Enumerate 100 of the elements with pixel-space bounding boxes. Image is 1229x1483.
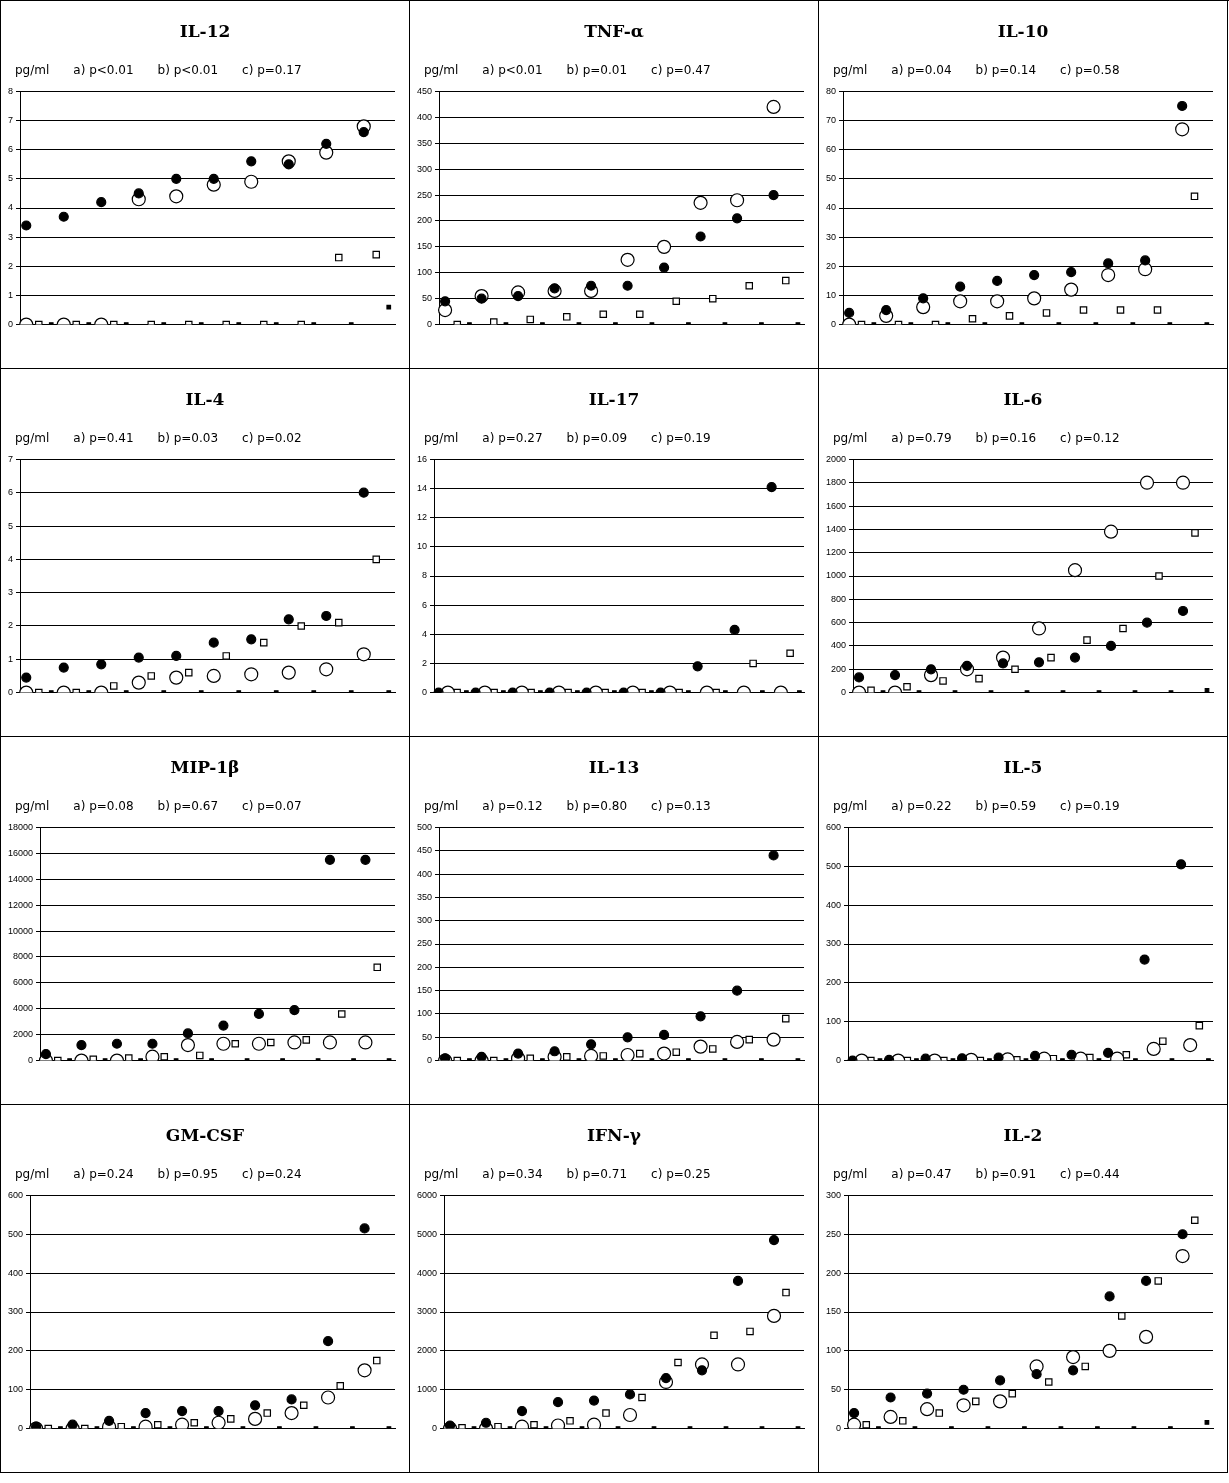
y-tick-label: 10000 bbox=[8, 925, 34, 936]
text: c) p=0.25 bbox=[651, 1167, 711, 1183]
text: c) p=0.24 bbox=[242, 1167, 302, 1183]
y-tick-label: 70 bbox=[826, 115, 837, 126]
y-tick-label: 5 bbox=[7, 173, 14, 184]
y-tick-label: 6 bbox=[422, 599, 428, 610]
y-tick-label: 5000 bbox=[416, 1228, 438, 1239]
y-tick-label: 300 bbox=[7, 1306, 24, 1317]
y-axis-title: pg/ml bbox=[15, 431, 50, 447]
chart-title: IFN-γ bbox=[586, 1125, 642, 1147]
y-tick-label: 0 bbox=[841, 687, 847, 698]
y-tick-label: 100 bbox=[7, 1384, 24, 1395]
y-tick-label: 1 bbox=[7, 289, 14, 300]
y-tick-label: 0 bbox=[831, 319, 837, 330]
chart-title: IL-12 bbox=[178, 21, 232, 43]
y-tick-label: 6 bbox=[7, 487, 14, 498]
y-tick-label: 250 bbox=[416, 189, 433, 200]
y-tick-label: 400 bbox=[416, 111, 433, 122]
y-tick-label: 14 bbox=[417, 483, 428, 494]
y-tick-label: 0 bbox=[836, 1423, 842, 1434]
y-tick-label: 6 bbox=[7, 144, 14, 155]
y-tick-label: 1800 bbox=[825, 477, 847, 488]
text: a) p=0.79 bbox=[891, 431, 952, 447]
y-tick-label: 16 bbox=[417, 453, 428, 464]
y-tick-label: 250 bbox=[416, 938, 433, 949]
text: c) p=0.12 bbox=[1060, 431, 1120, 447]
text: a) p=0.12 bbox=[482, 799, 543, 815]
y-tick-label: 500 bbox=[416, 821, 433, 832]
y-tick-label: 350 bbox=[416, 137, 433, 148]
y-tick-label: 3000 bbox=[416, 1306, 438, 1317]
y-tick-label: 0 bbox=[427, 319, 433, 330]
y-tick-label: 300 bbox=[825, 938, 842, 949]
chart-title: GM-CSF bbox=[164, 1125, 246, 1147]
y-tick-label: 0 bbox=[18, 1423, 24, 1434]
y-tick-label: 100 bbox=[825, 1345, 842, 1356]
y-tick-label: 0 bbox=[7, 319, 14, 330]
chart-title: IL-6 bbox=[1002, 389, 1044, 411]
y-tick-label: 250 bbox=[825, 1228, 842, 1239]
y-tick-label: 200 bbox=[825, 1267, 842, 1278]
text: b) p=0.16 bbox=[975, 431, 1037, 447]
text: b) p=0.67 bbox=[157, 799, 219, 815]
text: b) p=0.59 bbox=[975, 799, 1037, 815]
text: a) p<0.01 bbox=[73, 63, 134, 79]
y-tick-label: 4000 bbox=[416, 1267, 438, 1278]
y-tick-label: 100 bbox=[825, 1016, 842, 1027]
y-tick-label: 500 bbox=[825, 860, 842, 871]
text: c) p=0.19 bbox=[651, 431, 711, 447]
y-tick-label: 4 bbox=[422, 628, 428, 639]
y-tick-label: 150 bbox=[416, 241, 433, 252]
y-tick-label: 3 bbox=[7, 231, 14, 242]
y-tick-label: 0 bbox=[836, 1055, 842, 1066]
text: a) p=0.24 bbox=[73, 1167, 134, 1183]
y-tick-label: 600 bbox=[7, 1189, 24, 1200]
chart-title: IL-5 bbox=[1002, 757, 1044, 779]
y-tick-label: 3 bbox=[7, 587, 14, 598]
y-tick-label: 2 bbox=[7, 620, 14, 631]
y-tick-label: 10 bbox=[826, 289, 837, 300]
y-tick-label: 30 bbox=[826, 231, 837, 242]
y-axis-title: pg/ml bbox=[833, 63, 868, 79]
text: a) p=0.34 bbox=[482, 1167, 543, 1183]
y-tick-label: 450 bbox=[416, 845, 433, 856]
text: b) p=0.95 bbox=[157, 1167, 219, 1183]
text: b) p=0.14 bbox=[975, 63, 1037, 79]
y-tick-label: 12000 bbox=[8, 899, 34, 910]
y-axis-title: pg/ml bbox=[424, 63, 459, 79]
y-tick-label: 2000 bbox=[416, 1345, 438, 1356]
y-tick-label: 4000 bbox=[13, 1003, 34, 1014]
y-axis-title: pg/ml bbox=[833, 1167, 868, 1183]
y-tick-label: 1000 bbox=[416, 1384, 438, 1395]
text: b) p=0.09 bbox=[566, 431, 628, 447]
y-tick-label: 200 bbox=[830, 663, 847, 674]
text: a) p=0.04 bbox=[891, 63, 952, 79]
text: b) p=0.03 bbox=[157, 431, 219, 447]
text: c) p=0.17 bbox=[242, 63, 302, 79]
y-tick-label: 800 bbox=[830, 593, 847, 604]
y-tick-label: 150 bbox=[825, 1306, 842, 1317]
text: b) p=0.01 bbox=[566, 63, 628, 79]
y-tick-label: 100 bbox=[416, 267, 433, 278]
y-tick-label: 0 bbox=[427, 1055, 433, 1066]
y-tick-label: 2000 bbox=[825, 453, 847, 464]
text: b) p=0.71 bbox=[566, 1167, 628, 1183]
y-tick-label: 100 bbox=[416, 1008, 433, 1019]
y-tick-label: 200 bbox=[7, 1345, 24, 1356]
y-tick-label: 80 bbox=[826, 85, 837, 96]
text: a) p=0.41 bbox=[73, 431, 134, 447]
y-tick-label: 16000 bbox=[8, 847, 34, 858]
text: b) p=0.80 bbox=[566, 799, 628, 815]
text: a) p<0.01 bbox=[482, 63, 543, 79]
y-tick-label: 8 bbox=[7, 85, 14, 96]
y-tick-label: 300 bbox=[416, 915, 433, 926]
chart-title: TNF-α bbox=[583, 21, 645, 43]
y-tick-label: 400 bbox=[830, 640, 847, 651]
y-tick-label: 6000 bbox=[13, 977, 34, 988]
text: a) p=0.27 bbox=[482, 431, 543, 447]
y-tick-label: 400 bbox=[825, 899, 842, 910]
y-tick-label: 450 bbox=[416, 85, 433, 96]
y-tick-label: 200 bbox=[416, 215, 433, 226]
text: c) p=0.44 bbox=[1060, 1167, 1120, 1183]
y-tick-label: 4 bbox=[7, 553, 14, 564]
chart-title: MIP-1β bbox=[169, 757, 241, 779]
